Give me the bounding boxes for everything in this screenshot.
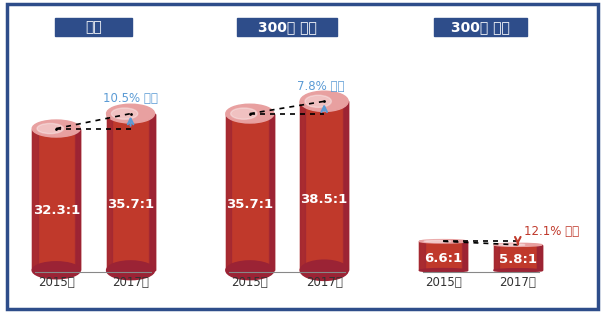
- Bar: [537, 245, 542, 270]
- Bar: [149, 114, 155, 270]
- Text: 2017년: 2017년: [306, 276, 342, 289]
- Text: 300인 미만: 300인 미만: [451, 20, 510, 34]
- Bar: [237, 18, 338, 36]
- Bar: [32, 129, 38, 270]
- Ellipse shape: [305, 95, 332, 107]
- Ellipse shape: [494, 269, 542, 272]
- Text: 300인 이상: 300인 이상: [258, 20, 316, 34]
- Ellipse shape: [424, 240, 451, 242]
- Bar: [419, 241, 468, 270]
- Text: 6.6:1: 6.6:1: [424, 252, 462, 264]
- Bar: [75, 129, 80, 270]
- Bar: [463, 241, 468, 270]
- Ellipse shape: [32, 262, 80, 279]
- Ellipse shape: [300, 91, 348, 111]
- Text: 2015년: 2015년: [232, 276, 268, 289]
- Ellipse shape: [226, 261, 274, 280]
- Bar: [150, 114, 155, 270]
- Text: 35.7:1: 35.7:1: [107, 198, 154, 211]
- Text: 32.3:1: 32.3:1: [33, 204, 80, 217]
- Text: 2015년: 2015년: [425, 276, 462, 289]
- Bar: [106, 114, 112, 270]
- Bar: [344, 101, 348, 270]
- Ellipse shape: [494, 243, 542, 246]
- Bar: [494, 245, 542, 270]
- Ellipse shape: [106, 261, 155, 280]
- Ellipse shape: [111, 108, 138, 119]
- Text: 2017년: 2017년: [112, 276, 149, 289]
- Bar: [32, 129, 80, 270]
- Text: 10.5% 증가: 10.5% 증가: [103, 92, 159, 105]
- Ellipse shape: [32, 120, 80, 137]
- Text: 7.8% 증가: 7.8% 증가: [297, 80, 345, 93]
- Ellipse shape: [231, 108, 257, 119]
- Ellipse shape: [106, 104, 155, 123]
- Bar: [54, 18, 132, 36]
- Bar: [300, 101, 348, 270]
- Bar: [106, 114, 155, 270]
- Text: 2015년: 2015년: [38, 276, 74, 289]
- Bar: [494, 245, 499, 270]
- Ellipse shape: [419, 269, 468, 272]
- Text: 5.8:1: 5.8:1: [499, 253, 537, 266]
- Ellipse shape: [37, 123, 64, 134]
- Bar: [462, 241, 468, 270]
- Text: 12.1% 감소: 12.1% 감소: [524, 225, 579, 238]
- Ellipse shape: [419, 239, 468, 243]
- Text: 전체: 전체: [85, 20, 102, 34]
- Text: 35.7:1: 35.7:1: [226, 198, 273, 211]
- Bar: [419, 241, 425, 270]
- Bar: [434, 18, 527, 36]
- Bar: [269, 114, 274, 270]
- Ellipse shape: [226, 104, 274, 123]
- Text: 2017년: 2017년: [499, 276, 536, 289]
- Bar: [343, 101, 348, 270]
- Bar: [537, 245, 542, 270]
- Text: 38.5:1: 38.5:1: [301, 193, 348, 206]
- Bar: [226, 114, 231, 270]
- Ellipse shape: [300, 260, 348, 280]
- Bar: [269, 114, 274, 270]
- Bar: [226, 114, 274, 270]
- Bar: [76, 129, 80, 270]
- Bar: [300, 101, 306, 270]
- Ellipse shape: [499, 244, 525, 246]
